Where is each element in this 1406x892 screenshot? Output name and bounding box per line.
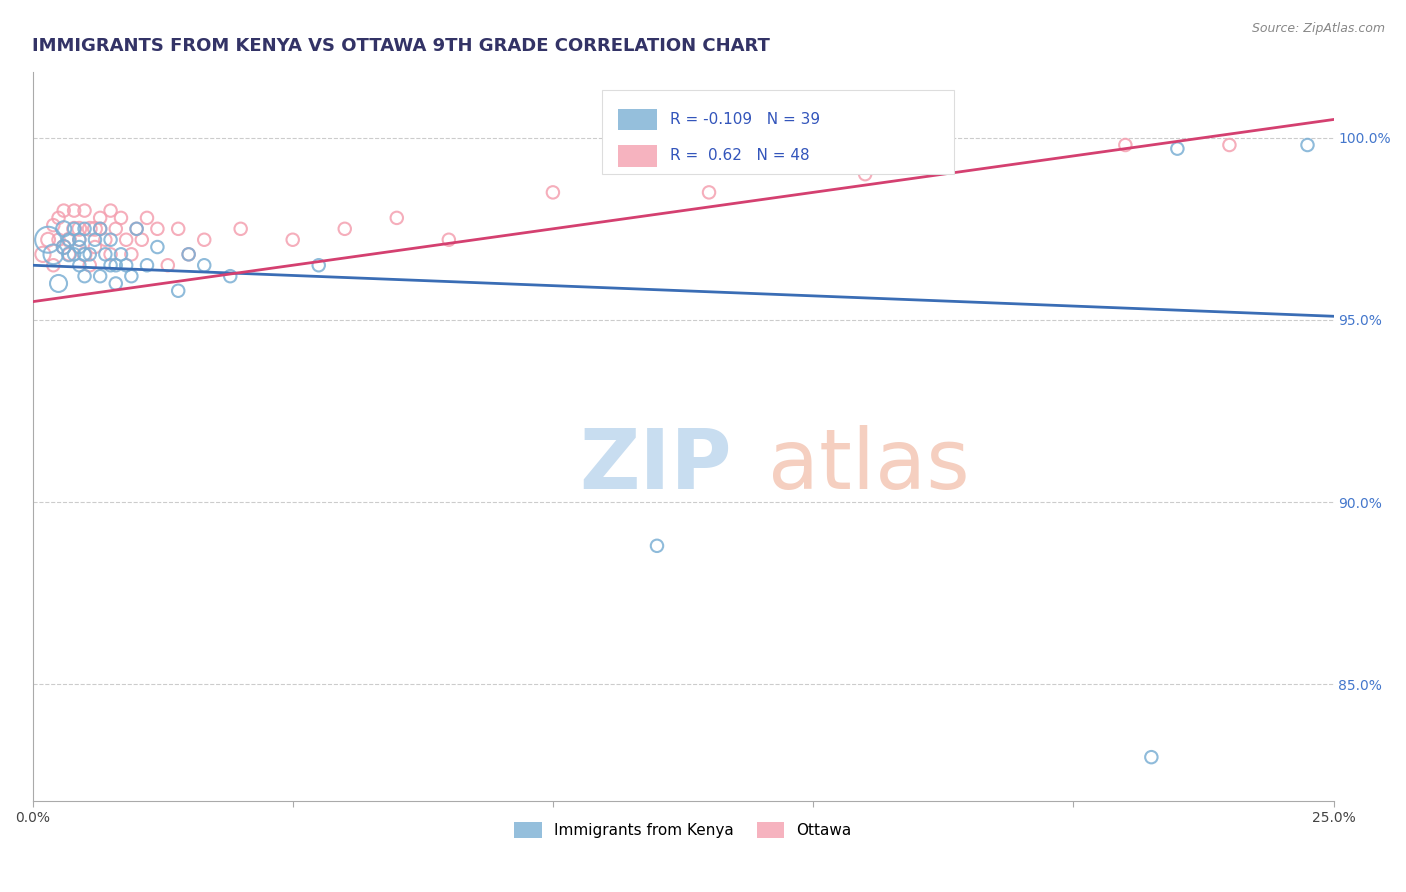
Point [100,258,122,272]
Point [79,247,101,261]
Point [131,233,153,247]
Point [52,240,75,254]
Point [385,211,408,225]
FancyBboxPatch shape [619,109,657,130]
Point [853,167,876,181]
Point [42,218,65,232]
Point [104,258,127,272]
Point [37,233,59,247]
Point [73,222,96,236]
Point [58,233,80,247]
Point [67,222,90,236]
Point [193,258,215,272]
Point [67,240,90,254]
Point [48,233,70,247]
Point [48,277,70,291]
Point [229,222,252,236]
Point [52,222,75,236]
Point [120,247,142,261]
Point [63,247,86,261]
Text: R =  0.62   N = 48: R = 0.62 N = 48 [671,148,810,163]
Point [67,233,90,247]
Point [67,233,90,247]
Point [37,233,59,247]
Point [67,258,90,272]
Point [84,222,107,236]
Point [58,233,80,247]
Point [219,269,242,284]
Point [136,211,159,225]
Point [63,222,86,236]
Point [79,222,101,236]
Point [156,258,179,272]
Point [1166,142,1188,156]
Point [333,222,356,236]
Point [125,222,148,236]
Point [146,222,169,236]
Point [167,222,190,236]
Point [104,277,127,291]
Point [42,258,65,272]
Point [89,211,111,225]
Point [645,539,668,553]
Point [58,247,80,261]
Point [193,233,215,247]
Point [115,258,138,272]
Point [120,269,142,284]
Point [146,240,169,254]
Point [167,284,190,298]
Point [73,203,96,218]
Point [48,211,70,225]
Point [177,247,200,261]
Point [89,222,111,236]
Point [100,247,122,261]
Point [73,247,96,261]
Point [437,233,460,247]
Point [308,258,330,272]
Point [1114,138,1136,153]
FancyBboxPatch shape [619,145,657,167]
Point [89,222,111,236]
Point [94,233,117,247]
Legend: Immigrants from Kenya, Ottawa: Immigrants from Kenya, Ottawa [508,816,858,844]
Point [79,258,101,272]
Text: IMMIGRANTS FROM KENYA VS OTTAWA 9TH GRADE CORRELATION CHART: IMMIGRANTS FROM KENYA VS OTTAWA 9TH GRAD… [32,37,770,55]
Point [89,269,111,284]
Point [52,203,75,218]
Point [84,233,107,247]
Text: ZIP: ZIP [579,425,731,506]
Point [541,186,564,200]
Point [125,222,148,236]
Point [52,240,75,254]
Point [1296,138,1319,153]
FancyBboxPatch shape [602,90,953,174]
Point [100,233,122,247]
Point [58,247,80,261]
Point [1140,750,1163,764]
Point [932,149,955,163]
Point [697,186,720,200]
Point [281,233,304,247]
Text: R = -0.109   N = 39: R = -0.109 N = 39 [671,112,820,127]
Point [73,247,96,261]
Point [177,247,200,261]
Point [63,203,86,218]
Point [42,247,65,261]
Point [63,222,86,236]
Point [115,233,138,247]
Text: Source: ZipAtlas.com: Source: ZipAtlas.com [1251,22,1385,36]
Point [94,247,117,261]
Point [110,247,132,261]
Point [32,247,55,261]
Point [1218,138,1240,153]
Point [136,258,159,272]
Point [84,240,107,254]
Point [73,269,96,284]
Point [110,211,132,225]
Text: atlas: atlas [768,425,969,506]
Point [104,222,127,236]
Point [100,203,122,218]
